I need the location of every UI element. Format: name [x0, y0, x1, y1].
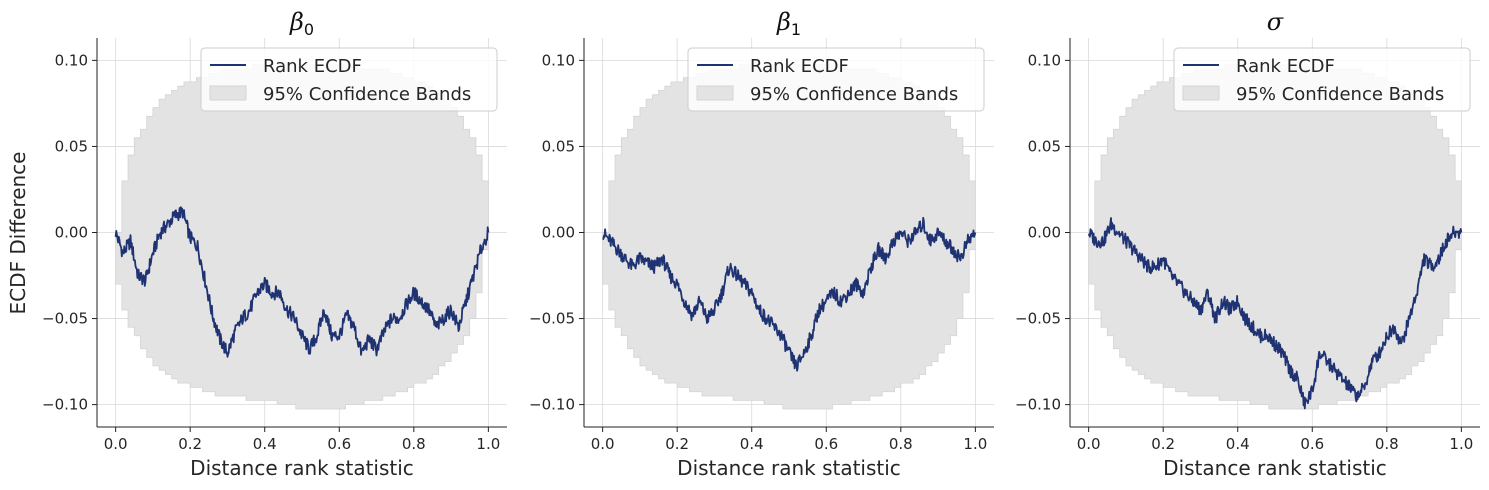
confidence-band	[1088, 64, 1462, 410]
x-tick-label: 0.6	[1300, 435, 1324, 453]
x-tick-label: 0.6	[814, 435, 838, 453]
x-tick-label: 1.0	[963, 435, 987, 453]
x-tick-label: 1.0	[1449, 435, 1473, 453]
x-tick-label: 0.8	[1375, 435, 1399, 453]
y-tick-label: 0.10	[542, 51, 575, 69]
x-tick-label: 0.4	[740, 435, 764, 453]
y-tick-label: −0.10	[1015, 396, 1061, 414]
legend-label-rank-ecdf: Rank ECDF	[1236, 56, 1335, 77]
y-tick-label: 0.00	[55, 224, 88, 242]
legend-label-confidence-bands: 95% Confidence Bands	[750, 84, 958, 105]
legend-label-confidence-bands: 95% Confidence Bands	[263, 84, 471, 105]
rank-ecdf-line	[114, 206, 490, 358]
y-tick-label: −0.05	[42, 310, 88, 328]
x-tick-label: 0.0	[104, 435, 128, 453]
confidence-band	[115, 64, 489, 410]
x-axis-label: Distance rank statistic	[1163, 456, 1387, 480]
x-tick-label: 0.8	[889, 435, 913, 453]
rank-ecdf-line	[1087, 217, 1463, 410]
panel-title: β1	[776, 8, 801, 39]
panel-2: 0.0 0.2 0.4 0.6 0.8 1.0 0.10 0.05 0.00 −0.05 −0.10…	[529, 8, 994, 480]
x-tick-label: 0.2	[1151, 435, 1175, 453]
y-tick-label: 0.05	[542, 137, 575, 155]
y-tick-label: −0.10	[42, 396, 88, 414]
x-tick-label: 0.0	[591, 435, 615, 453]
legend-band-swatch	[1182, 85, 1220, 101]
x-tick-label: 1.0	[476, 435, 500, 453]
x-axis-label: Distance rank statistic	[677, 456, 901, 480]
legend-box	[1173, 47, 1471, 112]
rank-ecdf-line	[602, 216, 977, 372]
legend-box	[200, 47, 498, 112]
x-tick-label: 0.4	[253, 435, 277, 453]
x-tick-label: 0.2	[665, 435, 689, 453]
y-tick-label: 0.00	[1028, 224, 1061, 242]
panel-1: 0.0 0.2 0.4 0.6 0.8 1.0 0.10 0.05 0.00 −0.05 −0.10…	[42, 8, 507, 480]
y-tick-label: 0.05	[1028, 137, 1061, 155]
panel-title: σ	[1267, 8, 1284, 36]
y-tick-label: 0.05	[55, 137, 88, 155]
panel-title: β0	[289, 8, 314, 39]
y-tick-label: −0.05	[1015, 310, 1061, 328]
panel-3: 0.0 0.2 0.4 0.6 0.8 1.0 0.10 0.05 0.00 −0.05 −0.10…	[1015, 8, 1480, 480]
x-tick-label: 0.4	[1226, 435, 1250, 453]
legend-label-rank-ecdf: Rank ECDF	[750, 56, 849, 77]
x-axis-label: Distance rank statistic	[190, 456, 414, 480]
legend-band-swatch	[209, 85, 247, 101]
x-tick-label: 0.2	[178, 435, 202, 453]
x-tick-label: 0.8	[402, 435, 426, 453]
y-tick-label: −0.10	[529, 396, 575, 414]
y-tick-label: 0.10	[55, 51, 88, 69]
y-tick-label: −0.05	[529, 310, 575, 328]
y-tick-label: 0.00	[542, 224, 575, 242]
legend-band-swatch	[696, 85, 734, 101]
confidence-band	[602, 64, 976, 410]
y-tick-label: 0.10	[1028, 51, 1061, 69]
y-axis-label: ECDF Difference	[6, 152, 30, 315]
legend-label-rank-ecdf: Rank ECDF	[263, 56, 362, 77]
x-tick-label: 0.0	[1077, 435, 1101, 453]
legend-label-confidence-bands: 95% Confidence Bands	[1236, 84, 1444, 105]
x-tick-label: 0.6	[327, 435, 351, 453]
panels: 0.0 0.2 0.4 0.6 0.8 1.0 0.10 0.05 0.00 −0.05 −0.10…	[42, 8, 1480, 480]
legend-box	[687, 47, 985, 112]
